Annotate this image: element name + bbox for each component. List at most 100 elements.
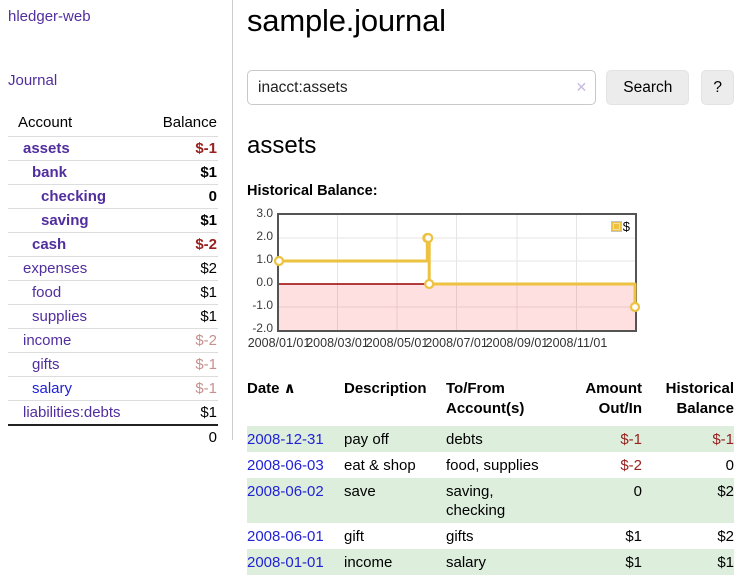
- transaction-balance: $2: [717, 527, 734, 545]
- search-input[interactable]: [247, 70, 597, 105]
- register-col-historical: Historical Balance: [642, 376, 734, 426]
- account-balance: $-1: [148, 352, 218, 377]
- register-col-label: To/From Account(s): [446, 380, 525, 417]
- y-axis-tick: -1.0: [252, 298, 273, 312]
- transaction-balance: $1: [642, 549, 734, 575]
- register-body: 2008-12-31 pay off debts $-1 $-1 2008-06-03 ea…: [247, 426, 734, 575]
- register-col-label: Amount Out/In: [585, 380, 642, 417]
- transaction-balance: $2: [642, 478, 734, 523]
- transaction-description: eat & shop: [344, 456, 416, 474]
- account-balance: $1: [148, 400, 218, 425]
- search-box: ✕: [247, 70, 597, 105]
- sidebar-nav: Journal: [8, 72, 232, 89]
- account-row: cash $-2: [8, 232, 218, 257]
- account-row: bank $1: [8, 160, 218, 185]
- account-row: supplies $1: [8, 304, 218, 329]
- y-axis-tick: 2.0: [256, 229, 273, 243]
- accounts-col-balance: Balance: [162, 114, 217, 131]
- account-link-saving[interactable]: saving: [41, 211, 89, 229]
- accounts-total-row: 0: [8, 424, 218, 449]
- account-balance: $-2: [148, 232, 218, 257]
- account-link-expenses[interactable]: expenses: [23, 259, 88, 277]
- series-swatch-icon: [610, 221, 622, 232]
- transaction-amount: $1: [554, 549, 642, 575]
- chart-plot-area: $: [273, 213, 641, 332]
- account-row: salary $-1: [8, 376, 218, 401]
- account-link-income[interactable]: income: [23, 331, 72, 349]
- account-link-supplies[interactable]: supplies: [32, 307, 88, 325]
- account-row: saving $1: [8, 208, 218, 233]
- app-brand: hledger-web: [8, 8, 232, 25]
- account-balance: 0: [148, 184, 218, 209]
- account-row: food $1: [8, 280, 218, 305]
- search-form: ✕ Search ?: [247, 70, 734, 105]
- account-link-salary[interactable]: salary: [32, 379, 73, 397]
- x-axis-tick: 2008/03/01: [306, 336, 369, 350]
- chart-canvas: [273, 215, 641, 330]
- y-axis-tick: -2.0: [252, 321, 273, 335]
- y-axis-tick: 1.0: [256, 252, 273, 266]
- account-balance: $2: [148, 256, 218, 281]
- account-link-food[interactable]: food: [32, 283, 62, 301]
- balance-chart: $ 3.0 2.0 1.0 0.0 -1.0 -2.0 2008/01/01 2008/03/…: [247, 206, 734, 355]
- x-axis-tick: 2008/09/01: [485, 336, 549, 350]
- brand-link[interactable]: hledger-web: [8, 8, 91, 25]
- account-balance: $1: [148, 208, 218, 233]
- transaction-row: 2008-01-01 income salary $1 $1: [247, 549, 734, 575]
- register-col-to-from: To/From Account(s): [446, 376, 554, 426]
- x-axis-tick: 2008/05/01: [365, 336, 429, 350]
- transaction-date-link[interactable]: 2008-12-31: [247, 430, 324, 448]
- x-axis-tick: 2008/07/01: [425, 336, 488, 350]
- chart-legend: $: [608, 218, 632, 235]
- account-heading: assets: [247, 132, 317, 159]
- account-balance: $1: [148, 304, 218, 329]
- transaction-date-link[interactable]: 2008-06-03: [247, 456, 324, 474]
- account-balance: $-1: [148, 136, 218, 161]
- transaction-accounts: salary: [446, 549, 554, 575]
- transaction-amount: $-2: [620, 456, 642, 474]
- transaction-date-link[interactable]: 2008-01-01: [247, 553, 324, 571]
- y-axis-tick: 3.0: [256, 206, 273, 220]
- register-header-row: Date ∧ Description To/From Account(s) Amoun…: [247, 376, 734, 426]
- account-link-gifts[interactable]: gifts: [32, 355, 60, 373]
- account-link-assets[interactable]: assets: [23, 139, 70, 157]
- chart-title: Historical Balance:: [247, 183, 378, 199]
- transaction-accounts: debts: [446, 426, 554, 452]
- x-axis-tick: 2008/01/01: [247, 336, 311, 350]
- search-button[interactable]: Search: [606, 70, 690, 105]
- accounts-body: assets $-1 bank $1 checking 0 saving $1 cash $-2 e…: [8, 136, 218, 425]
- transaction-balance: 0: [725, 456, 734, 474]
- account-row: assets $-1: [8, 136, 218, 161]
- register-col-label: Date: [247, 380, 280, 397]
- account-row: gifts $-1: [8, 352, 218, 377]
- account-balance: $-2: [148, 328, 218, 353]
- page-title: sample.journal: [247, 3, 446, 38]
- sidebar: hledger-web Journal Account Balance asse…: [0, 0, 233, 449]
- account-balance: $1: [148, 160, 218, 185]
- sidebar-item-journal[interactable]: Journal: [8, 72, 58, 89]
- account-row: expenses $2: [8, 256, 218, 281]
- main-content: sample.journal ✕ Search ? assets Histori…: [233, 0, 742, 575]
- accounts-table: Account Balance assets $-1 bank $1 checking 0…: [8, 112, 218, 449]
- account-link-cash[interactable]: cash: [32, 235, 67, 253]
- transaction-date-link[interactable]: 2008-06-01: [247, 527, 324, 545]
- help-button[interactable]: ?: [701, 70, 734, 105]
- transaction-description: income: [344, 549, 446, 575]
- transaction-date-link[interactable]: 2008-06-02: [247, 482, 324, 500]
- transaction-balance: $-1: [642, 426, 734, 452]
- account-link-bank[interactable]: bank: [32, 163, 68, 181]
- transaction-accounts: saving, checking: [446, 478, 554, 523]
- register-col-label: Historical Balance: [665, 380, 734, 417]
- account-link-checking[interactable]: checking: [41, 187, 107, 205]
- accounts-total-spacer: [8, 424, 149, 449]
- transaction-amount: $1: [625, 527, 642, 545]
- register-col-label: Description: [344, 380, 427, 397]
- register-col-amount: Amount Out/In: [554, 376, 642, 426]
- y-axis-tick: 0.0: [256, 275, 273, 289]
- account-link-liabilities-debts[interactable]: liabilities:debts: [23, 403, 121, 421]
- register-col-description: Description: [344, 376, 446, 426]
- transaction-row: 2008-06-02 save saving, checking 0 $2: [247, 478, 734, 523]
- register-col-date[interactable]: Date ∧: [247, 376, 344, 426]
- clear-search-icon[interactable]: ✕: [575, 79, 588, 95]
